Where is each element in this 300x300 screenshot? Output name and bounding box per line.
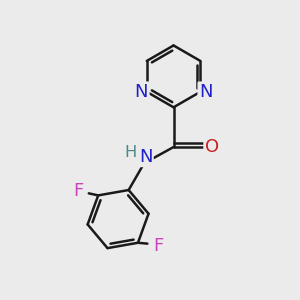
Text: F: F xyxy=(73,182,83,200)
Text: O: O xyxy=(205,138,219,156)
Text: N: N xyxy=(135,83,148,101)
Text: F: F xyxy=(153,237,163,255)
Text: N: N xyxy=(139,148,152,166)
Text: H: H xyxy=(125,146,137,160)
Text: N: N xyxy=(199,83,212,101)
